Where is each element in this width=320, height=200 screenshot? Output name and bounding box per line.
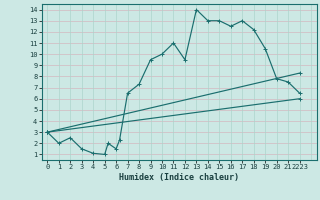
X-axis label: Humidex (Indice chaleur): Humidex (Indice chaleur) [119, 173, 239, 182]
